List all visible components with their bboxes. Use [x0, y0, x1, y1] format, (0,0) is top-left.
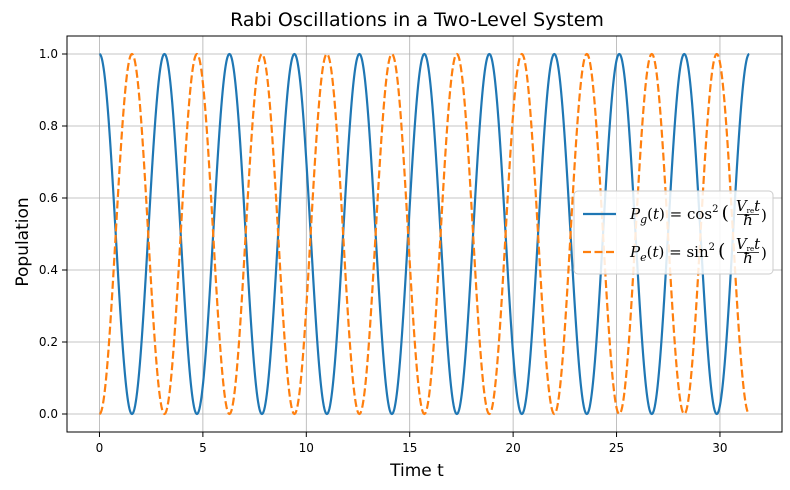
x-tick-label: 25: [609, 441, 624, 455]
y-tick-label: 0.8: [39, 119, 58, 133]
y-tick-label: 0.4: [39, 263, 58, 277]
x-tick-label: 0: [96, 441, 104, 455]
svg-text:Vret: Vret: [736, 235, 761, 253]
svg-text:Pg(t) = cos2(: Pg(t) = cos2(: [629, 202, 729, 226]
x-tick-label: 15: [402, 441, 417, 455]
chart-title: Rabi Oscillations in a Two-Level System: [230, 9, 604, 31]
svg-text:ħ: ħ: [743, 249, 753, 267]
y-tick-label: 0.0: [39, 407, 58, 421]
plot-frame: [66, 35, 783, 433]
series-layer: [99, 52, 750, 416]
y-axis-label: Population: [13, 197, 33, 286]
svg-text:Vret: Vret: [736, 197, 761, 215]
x-axis-label: Time t: [389, 461, 444, 481]
legend-box: [573, 190, 774, 275]
x-axis-ticks: 0 5 10 15 20 25 30: [96, 432, 728, 455]
y-tick-label: 0.2: [39, 335, 58, 349]
x-tick-label: 5: [199, 441, 207, 455]
svg-text:): ): [761, 206, 767, 224]
y-tick-label: 0.6: [39, 191, 58, 205]
y-tick-label: 1.0: [39, 47, 58, 61]
series-line-excited: [99, 52, 750, 416]
svg-text:): ): [761, 244, 767, 262]
y-axis-ticks: 0.0 0.2 0.4 0.6 0.8 1.0: [39, 47, 67, 421]
svg-text:Pe(t) = sin2(: Pe(t) = sin2(: [629, 240, 725, 264]
series-line-ground: [99, 52, 750, 416]
x-tick-label: 30: [712, 441, 727, 455]
svg-text:ħ: ħ: [743, 211, 753, 229]
x-tick-label: 10: [299, 441, 314, 455]
x-tick-label: 20: [505, 441, 520, 455]
